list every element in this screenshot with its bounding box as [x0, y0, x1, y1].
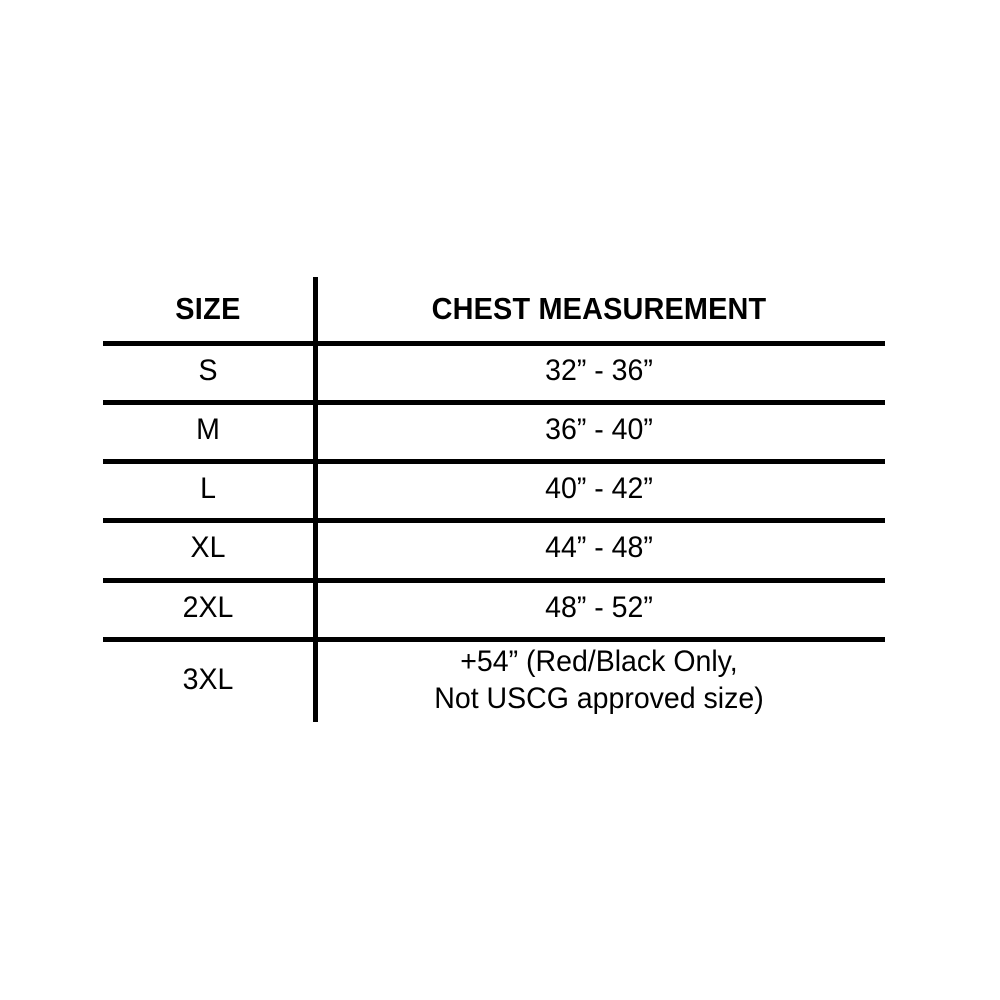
table-row: 2XL 48” - 52” — [103, 578, 885, 637]
rule-row-divider — [103, 518, 885, 523]
cell-chest: +54” (Red/Black Only, Not USCG approved … — [327, 644, 870, 717]
rule-row-divider — [103, 400, 885, 405]
rule-row-divider — [103, 637, 885, 642]
cell-size: 2XL — [182, 590, 234, 624]
table-row: L 40” - 42” — [103, 459, 885, 518]
cell-chest: 44” - 48” — [545, 530, 653, 564]
header-cell-size: SIZE — [175, 290, 241, 326]
table-row: XL 44” - 48” — [103, 518, 885, 577]
cell-size: M — [196, 412, 220, 446]
rule-row-divider — [103, 459, 885, 464]
cell-chest-line-2: Not USCG approved size) — [434, 682, 764, 715]
column-divider — [313, 277, 318, 722]
cell-size: XL — [190, 530, 226, 564]
cell-chest: 36” - 40” — [545, 412, 653, 446]
cell-chest-line-1: +54” (Red/Black Only, — [460, 644, 738, 678]
table-row: S 32” - 36” — [103, 341, 885, 400]
table-row: 3XL +54” (Red/Black Only, Not USCG appro… — [103, 637, 885, 723]
size-chart: SIZE CHEST MEASUREMENT S 32” - 36” M 36”… — [103, 277, 885, 727]
table-row: M 36” - 40” — [103, 400, 885, 459]
rule-row-divider — [103, 578, 885, 583]
cell-size: L — [200, 471, 216, 505]
table-header-row: SIZE CHEST MEASUREMENT — [103, 277, 885, 341]
cell-chest: 32” - 36” — [545, 353, 653, 387]
cell-chest: 40” - 42” — [545, 471, 653, 505]
header-cell-chest: CHEST MEASUREMENT — [431, 290, 767, 326]
cell-chest: 48” - 52” — [545, 590, 653, 624]
rule-under-header — [103, 341, 885, 346]
cell-size: S — [198, 353, 218, 387]
cell-size: 3XL — [182, 663, 234, 697]
